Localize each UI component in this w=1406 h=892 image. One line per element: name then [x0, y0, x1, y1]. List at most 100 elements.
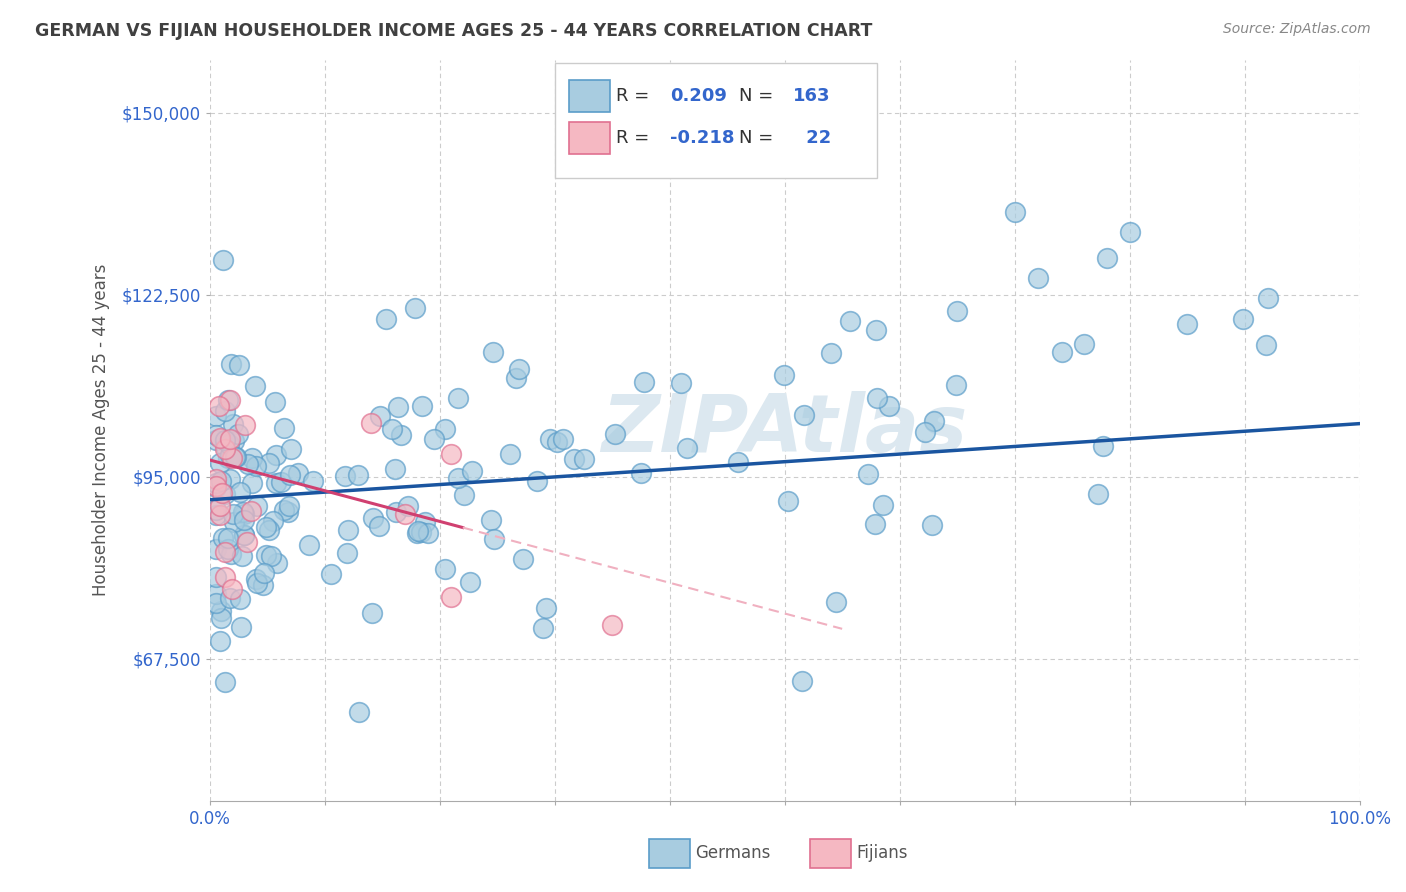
Point	[418, 525, 440, 540]
Point	[270, 475, 292, 490]
Point	[218, 450, 240, 465]
Point	[434, 562, 457, 576]
Point	[208, 508, 231, 523]
Point	[217, 542, 239, 557]
Point	[219, 357, 242, 371]
Point	[222, 508, 245, 522]
Point	[776, 494, 799, 508]
Point	[233, 507, 256, 521]
Point	[260, 549, 283, 563]
Point	[914, 425, 936, 440]
Point	[460, 464, 482, 478]
Point	[280, 442, 302, 456]
Point	[233, 513, 256, 527]
Point	[512, 552, 534, 566]
Point	[773, 368, 796, 382]
Point	[508, 362, 530, 376]
Point	[1257, 291, 1279, 305]
Point	[675, 441, 697, 455]
Point	[630, 466, 652, 480]
Point	[1232, 312, 1254, 326]
Point	[219, 448, 242, 462]
Point	[233, 417, 256, 432]
Point	[440, 590, 463, 604]
Point	[406, 525, 429, 540]
Point	[217, 392, 239, 407]
Point	[264, 476, 287, 491]
Text: Fijians: Fijians	[856, 844, 907, 862]
Point	[453, 488, 475, 502]
Point	[447, 391, 470, 405]
Point	[231, 549, 253, 563]
Text: R =: R =	[616, 129, 655, 147]
Point	[482, 344, 505, 359]
Point	[219, 393, 242, 408]
Point	[240, 451, 263, 466]
Point	[204, 479, 226, 493]
Point	[229, 485, 252, 500]
Point	[360, 417, 382, 431]
Point	[266, 557, 288, 571]
Text: 22: 22	[800, 129, 831, 147]
Point	[406, 524, 429, 538]
Point	[214, 434, 236, 448]
Point	[228, 358, 250, 372]
Point	[336, 546, 359, 560]
Point	[877, 399, 900, 413]
FancyBboxPatch shape	[568, 79, 610, 112]
Point	[233, 528, 256, 542]
Point	[264, 448, 287, 462]
Point	[413, 516, 436, 530]
Text: 0.209: 0.209	[669, 87, 727, 105]
Point	[562, 451, 585, 466]
Point	[209, 604, 232, 618]
Point	[505, 370, 527, 384]
Point	[218, 591, 240, 605]
Point	[229, 591, 252, 606]
Point	[633, 375, 655, 389]
Point	[361, 606, 384, 620]
Point	[233, 528, 256, 542]
Point	[538, 432, 561, 446]
Point	[277, 499, 299, 513]
Point	[273, 420, 295, 434]
Point	[347, 467, 370, 482]
Point	[209, 474, 232, 488]
Point	[526, 474, 548, 488]
Point	[214, 486, 236, 500]
Point	[820, 345, 842, 359]
Point	[1073, 336, 1095, 351]
Point	[208, 399, 231, 413]
Point	[204, 502, 226, 516]
Point	[347, 705, 370, 719]
Point	[856, 467, 879, 481]
Point	[245, 458, 267, 473]
Point	[214, 545, 236, 559]
Point	[793, 408, 815, 422]
Point	[211, 486, 233, 500]
Text: -0.218: -0.218	[669, 129, 734, 147]
Point	[273, 502, 295, 516]
Point	[204, 508, 226, 523]
Point	[396, 499, 419, 513]
Point	[243, 378, 266, 392]
Point	[232, 505, 254, 519]
Point	[253, 566, 276, 581]
Point	[221, 451, 243, 466]
Point	[1175, 318, 1198, 332]
Point	[361, 510, 384, 524]
Point	[211, 531, 233, 545]
Point	[1004, 204, 1026, 219]
Point	[209, 456, 232, 470]
Point	[499, 447, 522, 461]
Point	[277, 505, 299, 519]
Point	[212, 253, 235, 268]
Point	[600, 618, 623, 632]
Point	[551, 432, 574, 446]
Text: Source: ZipAtlas.com: Source: ZipAtlas.com	[1223, 22, 1371, 37]
Point	[422, 433, 444, 447]
Point	[252, 577, 274, 591]
Text: GERMAN VS FIJIAN HOUSEHOLDER INCOME AGES 25 - 44 YEARS CORRELATION CHART: GERMAN VS FIJIAN HOUSEHOLDER INCOME AGES…	[35, 22, 873, 40]
Text: R =: R =	[616, 87, 655, 105]
Point	[838, 314, 860, 328]
